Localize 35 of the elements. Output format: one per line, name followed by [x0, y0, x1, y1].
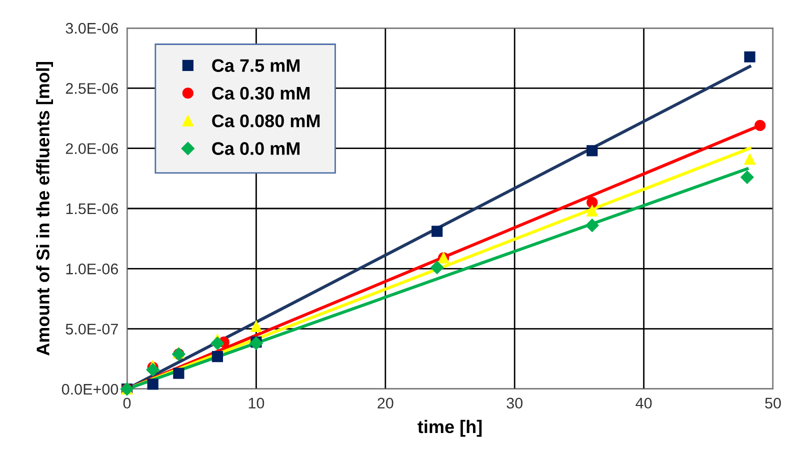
- legend-label: Ca 0.080 mM: [212, 114, 320, 128]
- y-tick-label: 2.5E-06: [66, 83, 118, 94]
- x-tick-label: 30: [506, 398, 522, 409]
- y-tick-label: 0.0E+00: [62, 384, 118, 395]
- point: [210, 336, 224, 350]
- point: [586, 145, 598, 156]
- point: [146, 363, 160, 376]
- point: [586, 205, 598, 216]
- legend-label: Ca 0.30 mM: [212, 86, 310, 100]
- x-tick-label: 10: [248, 398, 264, 409]
- point: [586, 196, 598, 208]
- point: [212, 350, 223, 362]
- point: [740, 170, 754, 184]
- x-axis-title: time [h]: [418, 420, 482, 437]
- legend-label: Ca 0.0 mM: [212, 142, 300, 155]
- x-tick-label: 20: [378, 398, 394, 409]
- point: [250, 320, 262, 332]
- x-tick-label: 0: [123, 398, 131, 409]
- point: [744, 51, 756, 62]
- y-tick-label: 2.0E-06: [66, 143, 118, 154]
- point: [432, 226, 443, 237]
- y-tick-label: 3.0E-06: [66, 22, 118, 34]
- point: [430, 260, 444, 274]
- point: [754, 120, 766, 132]
- x-tick-label: 50: [765, 398, 781, 409]
- point: [147, 378, 158, 390]
- x-tick-label: 40: [636, 398, 652, 409]
- point: [586, 218, 599, 232]
- legend-label: Ca 7.5 mM: [212, 59, 300, 72]
- y-tick-label: 5.0E-07: [66, 324, 118, 335]
- point: [744, 154, 756, 165]
- y-axis-title: Amount of Si in the effluents [mol]: [36, 62, 53, 356]
- y-tick-label: 1.5E-06: [66, 203, 118, 214]
- y-tick-label: 1.0E-06: [66, 264, 118, 274]
- point: [173, 368, 184, 379]
